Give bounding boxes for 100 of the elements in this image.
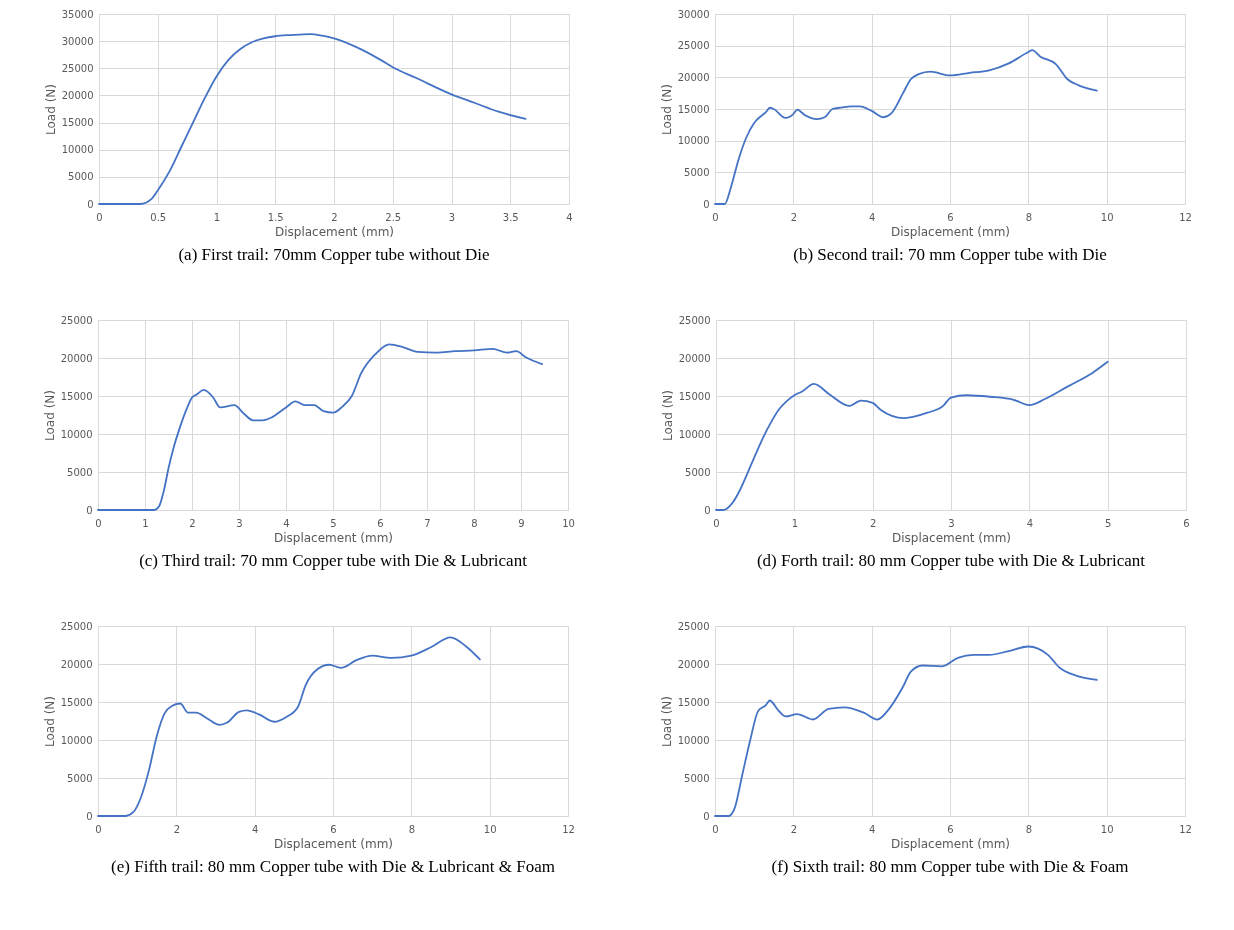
y-axis-title: Load (N)	[43, 84, 58, 135]
y-tick-label: 10000	[678, 428, 711, 440]
y-tick-label: 15000	[60, 390, 92, 402]
y-tick-label: 25000	[678, 314, 711, 326]
x-tick-label: 8	[470, 517, 478, 529]
x-tick-label: 12	[561, 823, 575, 835]
y-tick-label: 5000	[66, 466, 92, 478]
y-tick-label: 15000	[678, 390, 711, 402]
y-tick-label: 10000	[60, 428, 92, 440]
x-tick-label: 10	[1100, 823, 1114, 835]
y-tick-label: 10000	[677, 734, 709, 746]
x-tick-label: 10	[561, 517, 575, 529]
line-series	[98, 33, 527, 205]
text: (c) Third trail: 70 mm Copper tube with Die & Lubricant	[138, 551, 527, 570]
x-tick-label: 8	[1025, 823, 1032, 835]
x-tick-label: 1.5	[267, 211, 284, 223]
y-tick-label: 5000	[685, 466, 711, 478]
x-tick-label: 5	[329, 517, 337, 529]
x-tick-label: 9	[517, 517, 525, 529]
x-tick-label: 4	[868, 211, 875, 223]
x-tick-label: 4	[282, 517, 290, 529]
x-tick-label: 0	[94, 517, 102, 529]
x-tick-label: 0	[94, 823, 102, 835]
y-tick-label: 15000	[61, 117, 94, 129]
x-tick-label: 0	[96, 211, 103, 223]
x-tick-label: 4	[868, 823, 875, 835]
x-tick-label: 2	[188, 517, 196, 529]
x-tick-label: 3.5	[502, 211, 519, 223]
text: (a) First trail: 70mm Copper tube without Die	[178, 245, 490, 264]
y-tick-label: 0	[704, 504, 711, 516]
x-tick-label: 1	[213, 211, 221, 223]
y-tick-label: 10000	[61, 144, 94, 156]
x-tick-label: 1	[791, 517, 799, 529]
line-series	[713, 49, 1098, 205]
x-tick-label: 2	[790, 823, 797, 835]
text: (b) Second trail: 70 mm Copper tube with Die	[792, 245, 1107, 264]
x-tick-label: 0	[711, 211, 719, 223]
x-tick-label: 2	[331, 211, 338, 223]
x-tick-label: 7	[423, 517, 431, 529]
y-tick-label: 35000	[61, 8, 94, 20]
x-tick-label: 6	[946, 823, 954, 835]
text: (e) Fifth trail: 80 mm Copper tube with Die & Lubricant & Foam	[110, 857, 555, 876]
y-tick-label: 15000	[677, 103, 709, 115]
line-series	[96, 343, 543, 511]
x-tick-label: 8	[408, 823, 415, 835]
y-axis-title: Load (N)	[659, 696, 674, 747]
x-tick-label: 0	[711, 823, 719, 835]
x-axis-title: Displacement (mm)	[890, 224, 1010, 239]
x-tick-label: 6	[376, 517, 384, 529]
y-tick-label: 20000	[61, 89, 94, 101]
text: (f) Sixth trail: 80 mm Copper tube with Die & Foam	[771, 857, 1128, 876]
y-axis-title: Load (N)	[660, 390, 675, 441]
line-series	[96, 636, 481, 817]
text: (d) Forth trail: 80 mm Copper tube with Die & Lubricant	[756, 551, 1146, 570]
y-tick-label: 15000	[60, 696, 92, 708]
x-tick-label: 6	[1183, 517, 1190, 529]
y-tick-label: 0	[702, 198, 709, 210]
x-axis-title: Displacement (mm)	[891, 530, 1012, 545]
x-tick-label: 3	[235, 517, 243, 529]
y-tick-label: 5000	[683, 166, 709, 178]
y-tick-label: 25000	[60, 314, 92, 326]
x-tick-label: 2	[173, 823, 180, 835]
y-tick-label: 10000	[60, 734, 92, 746]
y-tick-label: 0	[85, 810, 92, 822]
y-tick-label: 30000	[677, 8, 709, 20]
y-tick-label: 20000	[60, 658, 92, 670]
x-tick-label: 4	[251, 823, 258, 835]
line-series	[715, 360, 1109, 511]
y-tick-label: 0	[87, 198, 94, 210]
x-tick-label: 4	[566, 211, 573, 223]
y-tick-label: 15000	[677, 696, 709, 708]
x-tick-label: 2	[790, 211, 797, 223]
x-tick-label: 8	[1025, 211, 1032, 223]
y-axis-title: Load (N)	[42, 390, 57, 441]
x-tick-label: 0	[713, 517, 720, 529]
y-tick-label: 25000	[677, 620, 709, 632]
x-tick-label: 6	[329, 823, 337, 835]
y-tick-label: 30000	[61, 35, 94, 47]
y-tick-label: 0	[702, 810, 709, 822]
line-series	[713, 645, 1098, 817]
x-tick-label: 1	[141, 517, 149, 529]
y-axis-title: Load (N)	[659, 84, 674, 135]
x-tick-label: 12	[1178, 211, 1192, 223]
x-tick-label: 3	[948, 517, 955, 529]
x-tick-label: 12	[1178, 823, 1192, 835]
y-tick-label: 25000	[61, 62, 94, 74]
x-tick-label: 10	[1100, 211, 1114, 223]
y-tick-label: 10000	[677, 135, 709, 147]
y-tick-label: 0	[85, 504, 92, 516]
x-tick-label: 6	[946, 211, 954, 223]
x-axis-title: Displacement (mm)	[274, 224, 395, 239]
x-tick-label: 2	[869, 517, 877, 529]
y-tick-label: 25000	[677, 40, 709, 52]
x-tick-label: 5	[1104, 517, 1112, 529]
y-tick-label: 5000	[66, 772, 92, 784]
x-tick-label: 4	[1026, 517, 1034, 529]
y-tick-label: 20000	[678, 352, 711, 364]
y-tick-label: 5000	[68, 171, 94, 183]
x-tick-label: 3	[448, 211, 456, 223]
x-tick-label: 2.5	[385, 211, 402, 223]
